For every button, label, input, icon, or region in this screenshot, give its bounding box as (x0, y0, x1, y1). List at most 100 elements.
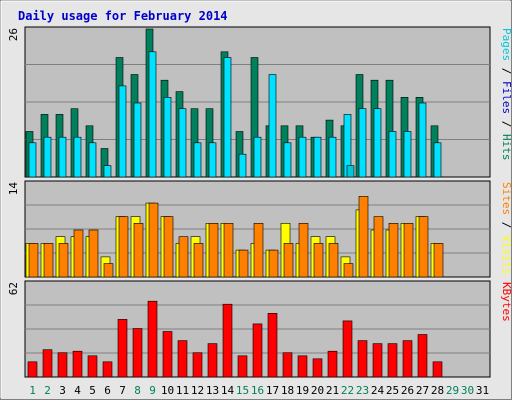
bar-files-day-7 (118, 85, 127, 178)
bar-sites-day-10 (163, 216, 174, 278)
bar-sites-day-18 (283, 243, 294, 278)
x-tick-label-day-4: 4 (74, 384, 81, 397)
bar-files-day-19 (298, 136, 307, 178)
legend-part: Files (500, 81, 512, 114)
bar-files-day-24 (373, 108, 382, 178)
bar-files-day-11 (178, 108, 187, 178)
bar-files-day-15 (238, 153, 247, 178)
bar-kbytes-day-23 (357, 340, 368, 378)
bar-kbytes-day-28 (432, 361, 443, 378)
x-tick-label-day-19: 19 (296, 384, 309, 397)
bar-sites-day-6 (103, 263, 114, 278)
legend-part: Pages (500, 28, 512, 61)
bar-files-day-8 (133, 102, 142, 178)
x-tick-label-day-29: 29 (446, 384, 459, 397)
bar-files-day-28 (433, 142, 442, 178)
x-tick-label-day-9: 9 (149, 384, 156, 397)
bar-files-day-6 (103, 165, 112, 178)
x-tick-label-day-21: 21 (326, 384, 339, 397)
x-tick-label-day-18: 18 (281, 384, 294, 397)
bar-sites-day-16 (253, 223, 264, 278)
bars (27, 300, 443, 378)
x-tick-label-day-22: 22 (341, 384, 354, 397)
bar-kbytes-day-5 (87, 355, 98, 378)
bar-kbytes-day-2 (42, 349, 53, 378)
x-tick-label-day-1: 1 (29, 384, 36, 397)
bar-sites-day-23 (358, 196, 369, 278)
bar-files-day-12 (193, 142, 202, 178)
bar-kbytes-day-6 (102, 361, 113, 378)
series-legend-label: KBytes (500, 282, 512, 322)
bar-sites-day-7 (118, 216, 129, 278)
bar-sites-day-9 (148, 202, 159, 278)
bar-sites-day-3 (58, 243, 69, 278)
bar-kbytes-day-22 (342, 320, 353, 378)
bar-sites-day-14 (223, 223, 234, 278)
bar-sites-day-20 (313, 243, 324, 278)
x-tick-label-day-27: 27 (416, 384, 429, 397)
bar-kbytes-day-15 (237, 355, 248, 378)
legend-part: Visits (500, 235, 512, 275)
x-tick-label-day-25: 25 (386, 384, 399, 397)
bar-kbytes-day-8 (132, 328, 143, 378)
bar-kbytes-day-4 (72, 350, 83, 378)
bar-sites-day-15 (238, 249, 249, 278)
bar-files-day-3 (58, 136, 67, 178)
bar-sites-day-22 (343, 263, 354, 278)
x-tick-label-day-26: 26 (401, 384, 414, 397)
x-tick-label-day-12: 12 (191, 384, 204, 397)
x-tick-label-day-13: 13 (206, 384, 219, 397)
bar-sites-day-19 (298, 223, 309, 278)
bar-sites-day-26 (403, 223, 414, 278)
bar-files-day-9 (148, 51, 157, 178)
x-tick-label-day-20: 20 (311, 384, 324, 397)
bar-files-day-4 (73, 136, 82, 178)
x-tick-label-day-5: 5 (89, 384, 96, 397)
x-tick-label-day-28: 28 (431, 384, 444, 397)
x-tick-label-day-10: 10 (161, 384, 174, 397)
bar-kbytes-day-9 (147, 300, 158, 378)
bar-kbytes-day-3 (57, 352, 68, 378)
bar-kbytes-day-14 (222, 303, 233, 378)
bar-kbytes-day-13 (207, 343, 218, 378)
bars (25, 196, 444, 278)
bar-files-day-1 (28, 142, 37, 178)
x-tick-label-day-7: 7 (119, 384, 126, 397)
bar-files-day-16 (253, 136, 262, 178)
bar-files-day-10 (163, 97, 172, 178)
bar-kbytes-day-17 (267, 312, 278, 378)
bar-pages-day-22 (346, 165, 355, 178)
bar-sites-day-5 (88, 229, 99, 278)
panel-visits-sites: 14 Sites / Visits (7, 180, 512, 278)
legend-part: Hits (500, 134, 512, 161)
bar-kbytes-day-18 (282, 352, 293, 378)
bar-files-day-2 (43, 136, 52, 178)
x-tick-label-day-16: 16 (251, 384, 264, 397)
legend-part: / (500, 215, 512, 235)
bar-sites-day-4 (73, 229, 84, 278)
x-axis-labels: 1 2 3 4 5 6 7 8 9 10 11 12 13 14 15 16 17 18 19 20 21 22 23 24 2… (29, 384, 489, 397)
bar-sites-day-21 (328, 243, 339, 278)
panels-layer: 26 Pages / Files / Hits 14 Sites / Visits 62… (7, 26, 512, 378)
y-axis-max-label: 14 (7, 182, 20, 196)
bars (25, 28, 442, 178)
y-axis-max-label: 26 (7, 28, 20, 41)
legend-part: / (500, 61, 512, 81)
legend-part: Sites (500, 182, 512, 215)
bar-files-day-27 (418, 102, 427, 178)
x-tick-label-day-8: 8 (134, 384, 141, 397)
bar-kbytes-day-10 (162, 331, 173, 378)
x-tick-label-day-3: 3 (59, 384, 66, 397)
bar-files-day-23 (358, 108, 367, 178)
bar-sites-day-17 (268, 249, 279, 278)
bar-sites-day-25 (388, 223, 399, 278)
bar-sites-day-11 (178, 236, 189, 278)
bar-sites-day-13 (208, 223, 219, 278)
x-tick-label-day-6: 6 (104, 384, 111, 397)
bar-sites-day-1 (28, 243, 39, 278)
panel-kbytes: 62 KBytes (7, 280, 512, 378)
bar-sites-day-2 (43, 243, 54, 278)
bar-files-day-21 (328, 136, 337, 178)
series-legend-label: Pages / Files / Hits (500, 28, 512, 161)
bar-sites-day-12 (193, 243, 204, 278)
